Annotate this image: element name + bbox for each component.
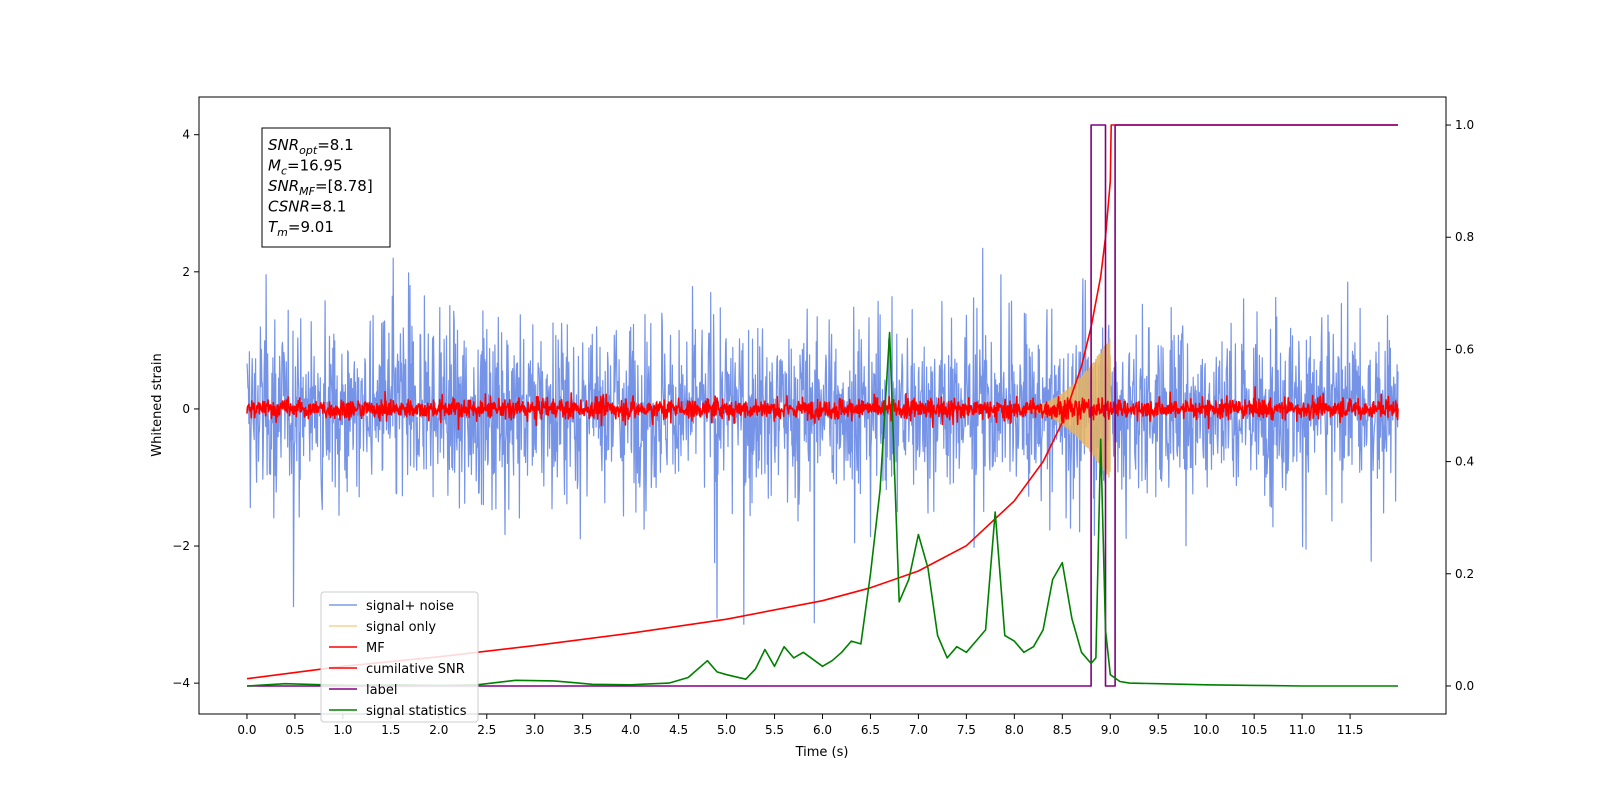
annotation-line: Mc=16.95 xyxy=(268,157,343,178)
y2-tick-label: 0.0 xyxy=(1455,679,1474,693)
y2-tick-label: 1.0 xyxy=(1455,118,1474,132)
y2-tick-label: 0.4 xyxy=(1455,455,1474,469)
x-tick-label: 7.5 xyxy=(957,723,976,737)
y-axis-right: 0.0 0.2 0.4 0.6 0.8 1.0 xyxy=(1446,118,1474,693)
series-line xyxy=(247,124,1398,687)
x-tick-label: 11.0 xyxy=(1289,723,1316,737)
legend-label: signal only xyxy=(366,620,436,635)
y-axis-label: Whitened strain xyxy=(150,353,165,456)
x-tick-label: 6.0 xyxy=(813,723,832,737)
x-axis: 0.0 0.5 1.0 1.5 2.0 2.5 3.0 3.5 4.0 4.5 5.0 5.5 6.0 6… xyxy=(237,714,1363,737)
x-tick-label: 2.0 xyxy=(429,723,448,737)
x-tick-label: 9.0 xyxy=(1101,723,1120,737)
annotation-frame xyxy=(261,127,391,248)
legend-label: MF xyxy=(366,641,385,656)
series-line xyxy=(246,331,1398,687)
annotation-line: Tm=9.01 xyxy=(268,218,334,239)
x-tick-label: 6.5 xyxy=(861,723,880,737)
x-tick-label: 10.5 xyxy=(1241,723,1268,737)
y-tick-label: −4 xyxy=(172,676,190,690)
x-tick-label: 2.5 xyxy=(477,723,496,737)
x-tick-label: 1.0 xyxy=(333,723,352,737)
x-tick-label: 10.0 xyxy=(1193,723,1220,737)
annotation-line: SNRMF=[8.78] xyxy=(268,177,373,198)
legend-label: cumilative SNR xyxy=(366,662,465,677)
x-tick-label: 7.0 xyxy=(909,723,928,737)
plot-area xyxy=(246,124,1399,687)
legend-label: signal+ noise xyxy=(366,599,454,614)
x-tick-label: 5.5 xyxy=(765,723,784,737)
legend: signal+ noise signal only MF cumilative SNR… xyxy=(320,591,479,723)
x-tick-label: 11.5 xyxy=(1337,723,1364,737)
legend-frame xyxy=(320,591,479,723)
y-tick-label: −2 xyxy=(172,539,190,553)
y2-tick-label: 0.6 xyxy=(1455,342,1474,356)
series-line xyxy=(246,247,1399,625)
x-tick-label: 5.0 xyxy=(717,723,736,737)
x-tick-label: 0.0 xyxy=(237,723,256,737)
annotation-line: SNRopt=8.1 xyxy=(268,136,354,157)
x-tick-label: 4.0 xyxy=(621,723,640,737)
x-tick-label: 3.5 xyxy=(573,723,592,737)
y2-tick-label: 0.8 xyxy=(1455,230,1474,244)
x-axis-label: Time (s) xyxy=(795,745,849,760)
y-tick-label: 4 xyxy=(182,128,190,142)
x-tick-label: 8.5 xyxy=(1053,723,1072,737)
y-tick-label: 0 xyxy=(182,402,190,416)
x-tick-label: 8.0 xyxy=(1005,723,1024,737)
legend-label: signal statistics xyxy=(366,704,467,719)
x-tick-label: 0.5 xyxy=(285,723,304,737)
x-tick-label: 9.5 xyxy=(1149,723,1168,737)
y-axis-left: −4 −2 0 2 4 xyxy=(172,128,199,690)
x-tick-label: 4.5 xyxy=(669,723,688,737)
annotation-line: CSNR=8.1 xyxy=(268,198,346,216)
x-tick-label: 1.5 xyxy=(381,723,400,737)
legend-label: label xyxy=(366,683,397,698)
series-line xyxy=(246,386,1399,431)
x-tick-label: 3.0 xyxy=(525,723,544,737)
y-tick-label: 2 xyxy=(182,265,190,279)
y2-tick-label: 0.2 xyxy=(1455,567,1474,581)
